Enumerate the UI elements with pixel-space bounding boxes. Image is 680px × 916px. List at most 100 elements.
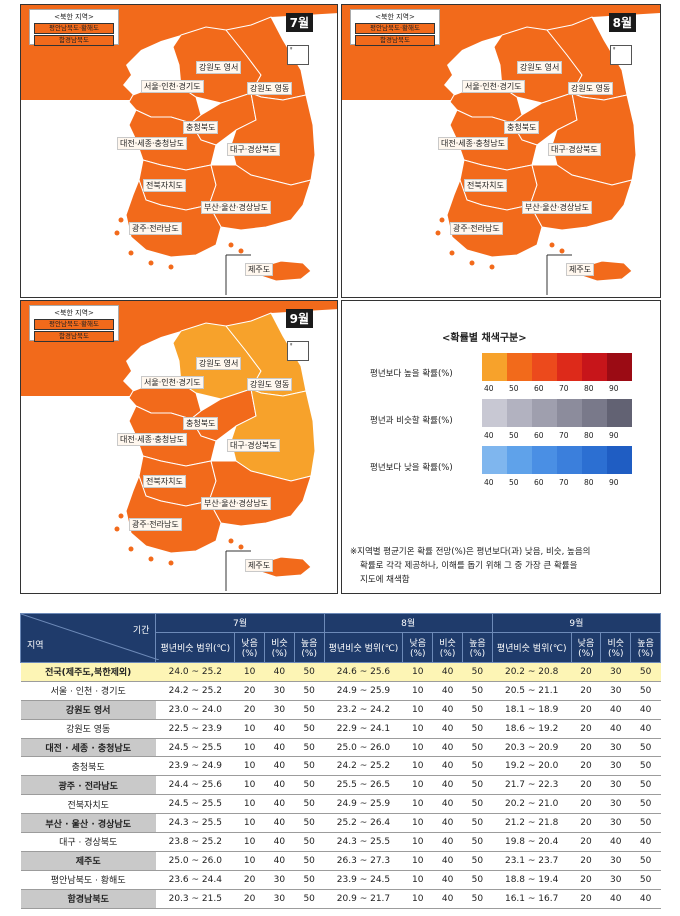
cell-percent: 30 [600,662,631,682]
cell-percent: 10 [402,889,433,909]
legend-swatch [482,399,507,427]
cell-percent: 20 [571,738,601,758]
cell-percent: 30 [264,870,295,890]
cell-range: 20.5 ~ 21.1 [492,681,572,701]
cell-percent: 50 [294,738,325,758]
row-region: 전북자치도 [20,794,156,815]
dokdo-inset: ᵍ [610,45,632,65]
legend-similar-ticks: 40 50 60 70 80 90 [484,431,634,440]
legend-swatch [557,446,582,474]
cell-percent: 50 [294,889,325,909]
cell-percent: 50 [294,794,325,815]
north-korea-chip-east: 함경남북도 [355,35,435,46]
cell-percent: 30 [600,738,631,758]
cell-percent: 50 [462,813,493,834]
island-mark [228,538,234,544]
region-label-daegu: 대구·경상북도 [227,439,280,452]
table-row: 함경남북도 20.3 ~ 21.5 20 30 50 20.9 ~ 21.7 10 40 50 1… [20,889,661,909]
island-mark [469,260,475,266]
row-region: 강원도 영서 [20,700,156,720]
cell-percent: 40 [264,851,295,871]
legend-swatch [532,399,557,427]
cell-percent: 20 [571,681,601,701]
table-row: 전북자치도 24.5 ~ 25.5 10 40 50 24.9 ~ 25.9 10 40 50 2… [20,794,661,815]
island-mark [128,250,134,256]
month-badge: 7월 [285,13,313,32]
cell-percent: 40 [600,719,631,739]
cell-percent: 10 [402,738,433,758]
cell-percent: 10 [402,700,433,720]
cell-percent: 50 [462,756,493,777]
month-header-jul: 7월 [155,613,325,633]
legend-swatch [607,399,632,427]
forecast-table: 지역 기간 7월 8월 9월 평년비슷 범위(℃) 낮음 (%) 비슷 (%) 높음 … [19,613,662,909]
cell-range: 24.0 ~ 25.2 [155,662,235,682]
cell-percent: 10 [402,775,433,796]
cell-percent: 10 [402,813,433,834]
island-mark [118,513,124,519]
region-label-seoul: 서울·인천·경기도 [141,80,204,93]
month-badge: 8월 [608,13,636,32]
cell-percent: 40 [264,719,295,739]
cell-percent: 10 [234,719,265,739]
cell-percent: 10 [402,719,433,739]
cell-percent: 20 [571,813,601,834]
table-row: 충청북도 23.9 ~ 24.9 10 40 50 24.2 ~ 25.2 10 40 50 19… [20,756,661,777]
cell-percent: 40 [600,700,631,720]
legend-tick: 90 [609,431,619,440]
legend-swatch [482,353,507,381]
table-row: 광주 · 전라남도 24.4 ~ 25.6 10 40 50 25.5 ~ 26.5 10 4… [20,775,661,796]
row-region: 서울 · 인천 · 경기도 [20,681,156,701]
cell-percent: 50 [462,889,493,909]
cell-percent: 40 [432,681,463,701]
cell-percent: 50 [294,700,325,720]
corner-diagonal [21,614,159,660]
sub-header-similar: 비슷 (%) [263,631,295,664]
cell-percent: 40 [264,756,295,777]
cell-percent: 50 [462,870,493,890]
cell-percent: 10 [402,870,433,890]
dokdo-inset: ᵍ [287,341,309,361]
jeju-inset-frame [225,550,251,591]
cell-percent: 10 [234,832,265,852]
legend-panel: <확률별 채색구분> 평년보다 높을 확률(%) 40 50 60 70 80 90 평년… [341,300,661,594]
month-header-sep: 9월 [491,613,662,633]
cell-range: 24.4 ~ 25.6 [155,775,235,796]
row-region: 함경남북도 [20,889,156,909]
cell-percent: 20 [234,681,265,701]
island-mark [559,248,565,254]
cell-percent: 50 [630,870,661,890]
legend-swatch [532,446,557,474]
region-label-gangwon_west: 강원도 영서 [196,61,242,74]
sub-header-range: 평년비슷 범위(℃) [155,631,236,664]
island-mark [439,217,445,223]
region-label-chungbuk: 충청북도 [183,417,219,430]
corner-header: 지역 기간 [19,613,159,663]
cell-percent: 50 [630,851,661,871]
north-korea-title: <북한 지역> [54,309,94,317]
north-korea-chip-west: 평안남북도·황해도 [34,23,114,34]
sub-header-range: 평년비슷 범위(℃) [323,631,404,664]
cell-range: 24.9 ~ 25.9 [324,794,403,815]
cell-range: 21.2 ~ 21.8 [492,813,572,834]
legend-tick: 70 [559,384,569,393]
north-korea-box: <북한 지역> 평안남북도·황해도 함경남북도 [29,9,119,46]
row-region: 강원도 영동 [20,719,156,739]
cell-percent: 50 [630,662,661,682]
region-label-gangwon_west: 강원도 영서 [517,61,563,74]
cell-percent: 20 [571,794,601,815]
cell-percent: 10 [234,851,265,871]
cell-percent: 10 [234,794,265,815]
legend-similar-bar [482,399,632,427]
legend-swatch [507,446,532,474]
cell-percent: 50 [294,813,325,834]
region-label-seoul: 서울·인천·경기도 [141,376,204,389]
map-panel-august: <북한 지역> 평안남북도·황해도 함경남북도 8월 ᵍ 강원도 영서 강원도 영동 서울·인… [341,4,661,298]
sub-header-low: 낮음 (%) [570,631,602,664]
cell-percent: 40 [264,813,295,834]
cell-range: 25.0 ~ 26.0 [324,738,403,758]
sub-header-low: 낮음 (%) [402,631,434,664]
region-label-daegu: 대구·경상북도 [548,143,601,156]
month-header-aug: 8월 [323,613,493,633]
row-region: 대전 · 세종 · 충청남도 [20,738,156,758]
